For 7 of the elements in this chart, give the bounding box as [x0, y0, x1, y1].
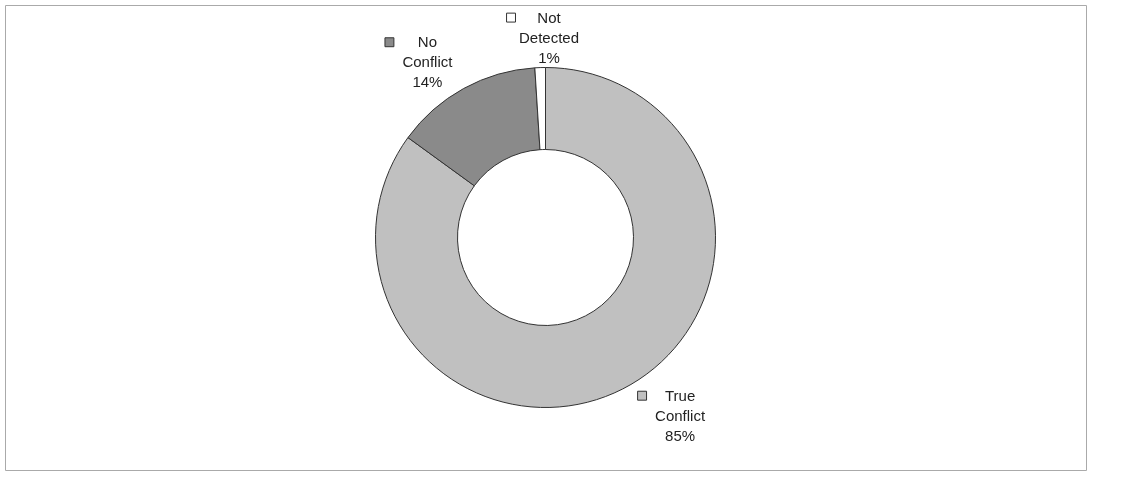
data-label: 14% [412, 73, 443, 91]
legend-label: No Conflict [402, 33, 454, 71]
data-label: 1% [538, 48, 560, 66]
donut-slice [375, 67, 716, 408]
legend-label: Not Detected [519, 8, 580, 46]
data-label: 85% [665, 426, 696, 444]
legend-label: True Conflict [655, 386, 706, 424]
